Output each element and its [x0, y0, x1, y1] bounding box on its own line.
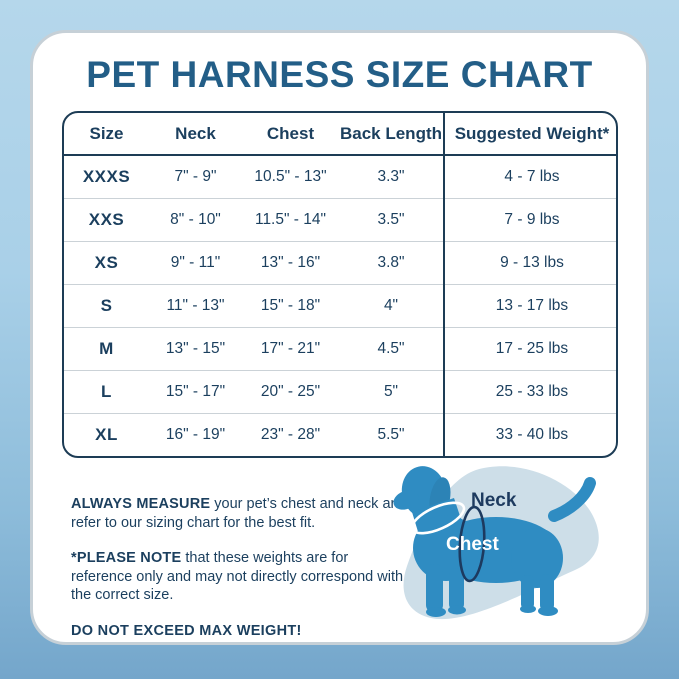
cell-weight: 4 - 7 lbs — [442, 155, 616, 198]
header-chest: Chest — [241, 113, 340, 156]
cell-back-length: 4.5" — [339, 326, 444, 370]
table-row: L 15" - 17" 20" - 25" 5" 25 - 33 lbs — [63, 369, 616, 413]
table-row: XXXS 7" - 9" 10.5" - 13" 3.3" 4 - 7 lbs — [64, 155, 616, 198]
notes-section: ALWAYS MEASURE your pet’s chest and neck… — [71, 495, 411, 640]
cell-back-length: 3.3" — [377, 167, 405, 185]
cell-weight: 7 - 9 lbs — [442, 197, 616, 241]
cell-neck: 9" - 11" — [149, 240, 242, 284]
cell-neck: 11" - 13" — [149, 283, 242, 327]
measure-note: ALWAYS MEASURE your pet’s chest and neck… — [71, 495, 411, 532]
cell-size: XXXS — [82, 166, 131, 186]
reference-note-text: that these weights are for reference onl… — [71, 550, 404, 604]
cell-weight: 9 - 13 lbs — [442, 240, 616, 284]
cell-chest: 23" - 28" — [241, 412, 340, 456]
cell-weight: 13 - 17 lbs — [442, 283, 616, 327]
page-title: PET HARNESS SIZE CHART — [86, 54, 593, 95]
table-row: XS 9" - 11" 13" - 16" 3.8" 9 - 13 lbs — [63, 240, 616, 284]
header-suggested-weight: Suggested Weight* — [442, 113, 616, 156]
cell-chest: 15" - 18" — [241, 283, 340, 327]
cell-neck: 8" - 10" — [149, 197, 242, 241]
cell-weight: 17 - 25 lbs — [442, 326, 616, 370]
size-table-grid: Size Neck Chest Back Length Suggested We… — [63, 113, 616, 456]
cell-back-length: 3.8" — [339, 240, 444, 284]
cell-chest: 10.5" - 13" — [254, 167, 327, 185]
measure-note-text: your pet’s chest and neck and refer to o… — [71, 496, 407, 531]
cell-size: S — [63, 283, 150, 327]
cell-chest: 20" - 25" — [241, 369, 340, 413]
header-size: Size — [63, 113, 150, 156]
size-table: Size Neck Chest Back Length Suggested We… — [61, 111, 618, 458]
reference-note-lead: *PLEASE NOTE — [71, 550, 182, 567]
cell-neck: 15" - 17" — [149, 369, 242, 413]
cell-neck: 13" - 15" — [149, 326, 242, 370]
cell-size: XXS — [63, 197, 150, 241]
cell-size: XL — [63, 412, 150, 456]
cell-back-length: 5.5" — [339, 412, 444, 456]
table-row: XXS 8" - 10" 11.5" - 14" 3.5" 7 - 9 lbs — [63, 197, 616, 241]
cell-weight: 25 - 33 lbs — [442, 369, 616, 413]
reference-note: *PLEASE NOTE that these weights are for … — [71, 549, 411, 605]
cell-back-length: 5" — [339, 369, 444, 413]
table-row: M 13" - 15" 17" - 21" 4.5" 17 - 25 lbs — [63, 326, 616, 370]
header-neck: Neck — [149, 113, 242, 156]
cell-back-length: 3.5" — [339, 197, 444, 241]
cell-size: XS — [63, 240, 150, 284]
cell-chest: 11.5" - 14" — [241, 197, 340, 241]
cell-back-length: 4" — [339, 283, 444, 327]
max-weight-warning: DO NOT EXCEED MAX WEIGHT! — [71, 622, 302, 639]
dog-measurement-diagram: Neck Chest — [393, 466, 599, 620]
dog-silhouette — [393, 466, 596, 617]
cell-size: L — [63, 369, 150, 413]
chest-measure-line — [458, 505, 486, 583]
cell-neck: 7" - 9" — [174, 167, 217, 185]
chest-label: Chest — [446, 534, 499, 555]
header-back-length: Back Length — [339, 113, 444, 156]
measure-note-lead: ALWAYS MEASURE — [71, 496, 211, 512]
cell-size: M — [63, 326, 150, 370]
size-chart-card: PET HARNESS SIZE CHART Size Neck Chest B… — [30, 30, 649, 645]
table-row: XL 16" - 19" 23" - 28" 5.5" 33 - 40 lbs — [63, 412, 616, 456]
cell-chest: 13" - 16" — [241, 240, 340, 284]
cell-neck: 16" - 19" — [149, 412, 242, 456]
cell-chest: 17" - 21" — [241, 326, 340, 370]
header-row: Size Neck Chest Back Length Suggested We… — [63, 113, 616, 156]
neck-measure-line — [410, 501, 466, 535]
cell-weight: 33 - 40 lbs — [442, 412, 616, 456]
table-row: S 11" - 13" 15" - 18" 4" 13 - 17 lbs — [63, 283, 616, 327]
neck-label: Neck — [471, 490, 517, 511]
dog-tail — [548, 477, 596, 522]
